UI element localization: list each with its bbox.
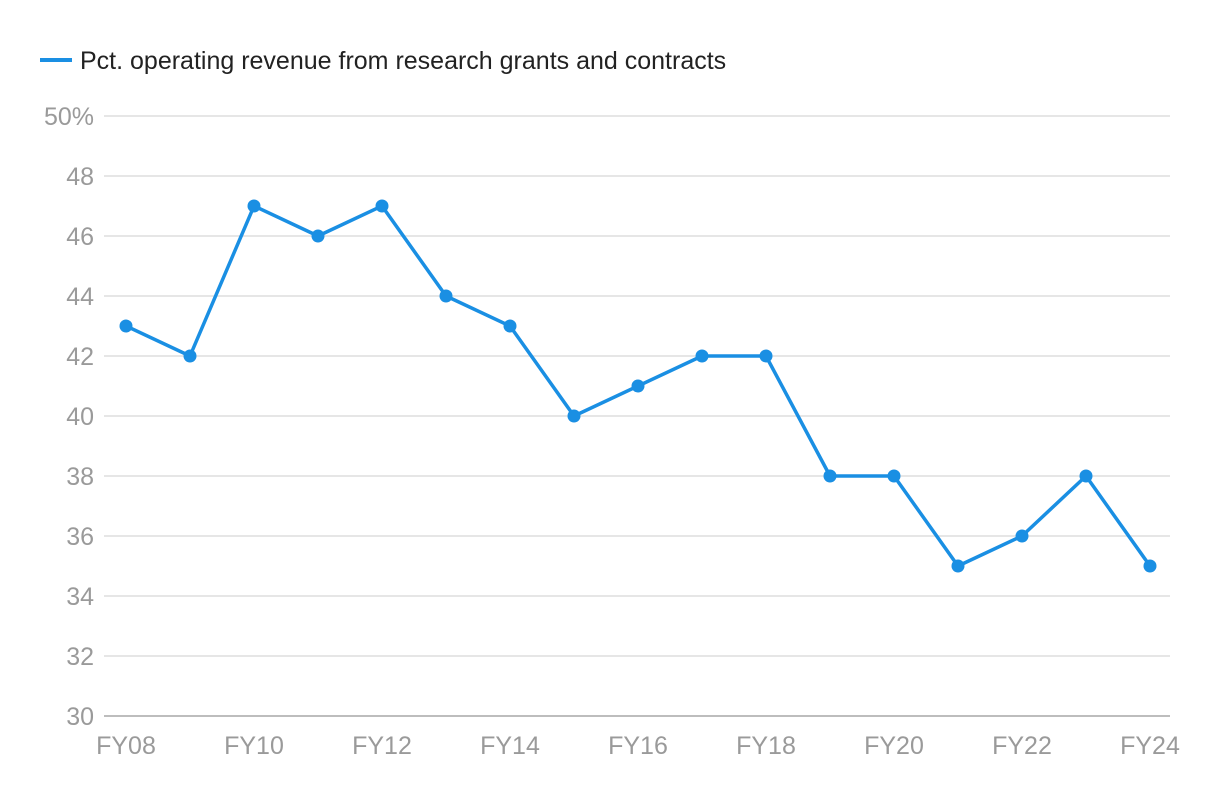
data-point: [439, 289, 453, 303]
y-tick-label: 38: [66, 463, 94, 491]
data-point: [951, 559, 965, 573]
x-tick-label: FY08: [96, 732, 156, 760]
data-point: [1015, 529, 1029, 543]
y-tick-label: 44: [66, 283, 94, 311]
data-point: [759, 349, 773, 363]
legend-label: Pct. operating revenue from research gra…: [80, 47, 726, 75]
y-axis: 30 32 34 36 38 40 42 44 46 48 50%: [44, 103, 94, 731]
y-tick-label: 40: [66, 403, 94, 431]
data-point: [1079, 469, 1093, 483]
data-point: [823, 469, 837, 483]
data-point: [695, 349, 709, 363]
x-tick-label: FY20: [864, 732, 924, 760]
data-point: [119, 319, 133, 333]
y-tick-label: 32: [66, 643, 94, 671]
x-tick-label: FY18: [736, 732, 796, 760]
x-tick-label: FY10: [224, 732, 284, 760]
gridlines: [104, 115, 1170, 717]
y-tick-label: 36: [66, 523, 94, 551]
data-point: [887, 469, 901, 483]
x-tick-label: FY22: [992, 732, 1052, 760]
data-point: [183, 349, 197, 363]
data-point: [1143, 559, 1157, 573]
data-point: [567, 409, 581, 423]
x-tick-label: FY24: [1120, 732, 1180, 760]
x-tick-label: FY16: [608, 732, 668, 760]
y-tick-label: 48: [66, 163, 94, 191]
x-axis: FY08 FY10 FY12 FY14 FY16 FY18 FY20 FY22 FY24: [96, 732, 1180, 760]
y-tick-label: 34: [66, 583, 94, 611]
y-tick-label: 42: [66, 343, 94, 371]
x-tick-label: FY14: [480, 732, 540, 760]
data-point: [631, 379, 645, 393]
data-point: [311, 229, 325, 243]
data-series: [119, 199, 1157, 573]
data-point: [503, 319, 517, 333]
legend: Pct. operating revenue from research gra…: [40, 47, 726, 75]
y-tick-label: 50%: [44, 103, 94, 131]
data-point: [375, 199, 389, 213]
y-tick-label: 46: [66, 223, 94, 251]
y-tick-label: 30: [66, 703, 94, 731]
data-point: [247, 199, 261, 213]
x-tick-label: FY12: [352, 732, 412, 760]
